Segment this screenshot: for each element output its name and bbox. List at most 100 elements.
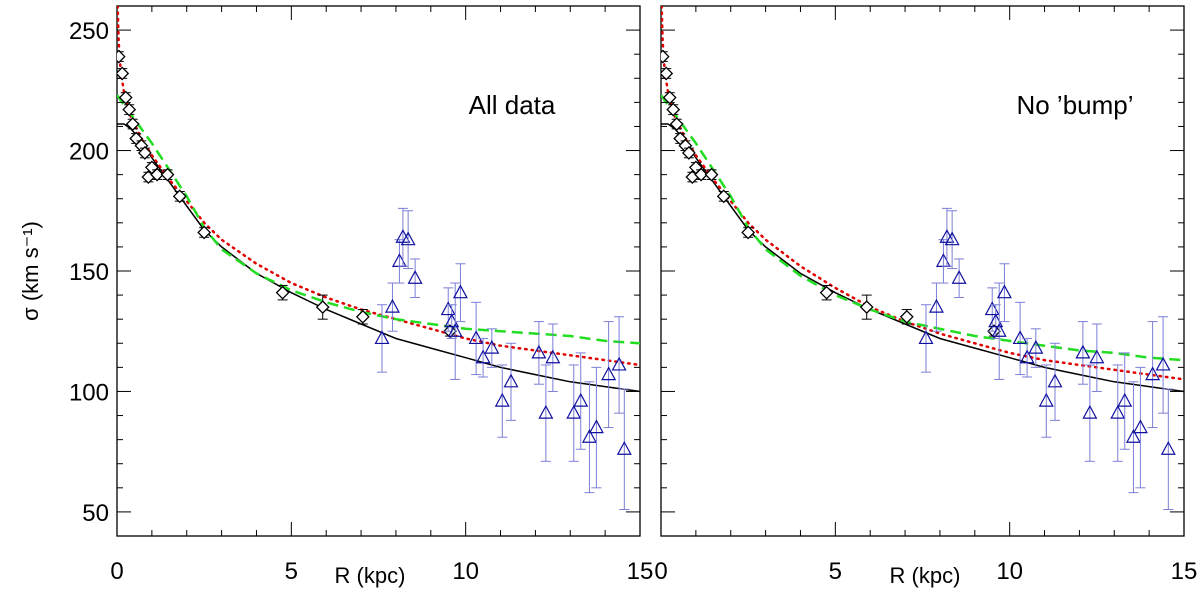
diamond-point [899, 309, 914, 325]
triangle-point [1038, 364, 1054, 438]
triangle-point [384, 282, 400, 332]
triangle-marker [1125, 428, 1141, 443]
diamond-point [150, 167, 165, 182]
x-tick-label: 5 [829, 558, 842, 585]
triangle-point [573, 352, 589, 450]
y-tick-label: 100 [69, 379, 109, 406]
triangle-point [951, 258, 967, 298]
model-curve-solid [117, 123, 640, 393]
triangle-marker [1075, 344, 1091, 359]
triangle-point [944, 210, 960, 270]
diamond-marker [125, 117, 140, 131]
triangle-marker [566, 404, 582, 419]
triangle-point [1155, 316, 1171, 414]
triangle-marker [468, 330, 484, 345]
triangle-marker [991, 322, 1007, 337]
triangle-marker [588, 419, 604, 434]
triangle-point [440, 287, 456, 332]
triangle-marker [475, 349, 491, 364]
triangle-marker [1110, 404, 1126, 419]
triangle-point [601, 321, 617, 429]
diamond-marker [859, 300, 874, 315]
x-axis-title: R (kpc) [890, 563, 961, 588]
triangle-point [484, 328, 500, 368]
triangle-marker [996, 284, 1012, 299]
diamond-point [669, 117, 684, 131]
panel-all-data: 0 5 10 15 50 100 150 200 250 R (kpc) All data [69, 5, 653, 588]
triangle-point [1117, 352, 1133, 450]
panel-label: All data [469, 90, 556, 120]
triangle-marker [918, 330, 934, 345]
triangle-marker [1145, 366, 1161, 381]
diamond-marker [122, 102, 137, 117]
triangle-marker [452, 284, 468, 299]
triangle-point [1047, 342, 1063, 421]
triangle-point [538, 364, 554, 462]
triangle-point [1160, 388, 1176, 510]
diamond-marker [716, 189, 731, 204]
diamond-marker [661, 66, 674, 81]
x-tick-label: 10 [996, 558, 1023, 585]
diamond-marker [150, 167, 165, 182]
diamond-marker [197, 225, 212, 240]
triangle-marker [407, 269, 423, 284]
y-axis-title: σ (km s⁻¹) [18, 221, 43, 321]
diamond-point [819, 284, 834, 301]
diamond-point [275, 284, 290, 301]
triangle-point [1082, 364, 1098, 462]
x-tick-label: 5 [285, 558, 298, 585]
diamond-marker [355, 309, 370, 324]
triangle-marker [484, 339, 500, 354]
triangle-marker [384, 298, 400, 313]
triangle-point [494, 364, 510, 438]
triangle-point [581, 381, 597, 494]
triangle-point [616, 388, 632, 510]
panel-no-bump: 0 5 10 15 R (kpc) No ’bump’ [654, 5, 1198, 588]
diamond-marker [275, 285, 290, 300]
triangle-marker [1132, 419, 1148, 434]
diamond-marker [137, 146, 152, 160]
diamond-marker [160, 167, 175, 182]
triangle-point [407, 258, 423, 298]
triangle-point [991, 282, 1007, 380]
diamond-marker [741, 225, 756, 240]
diamond-marker [172, 189, 187, 204]
triangle-point [588, 366, 604, 489]
triangle-marker [1155, 356, 1171, 371]
triangle-marker [616, 441, 632, 455]
y-tick-label: 50 [82, 500, 109, 527]
triangle-marker [1028, 339, 1044, 354]
model-curve-dotted [117, 6, 640, 367]
triangle-point [1132, 366, 1148, 489]
triangle-marker [1082, 404, 1098, 419]
triangle-marker [573, 392, 589, 407]
diamond-point [694, 167, 709, 182]
diamond-marker [315, 300, 330, 315]
y-tick-label: 200 [69, 139, 109, 166]
x-tick-label: 15 [1171, 558, 1198, 585]
diamond-marker [666, 102, 681, 117]
triangle-marker [928, 298, 944, 313]
panel-label: No ’bump’ [1016, 90, 1133, 120]
diamond-point [137, 146, 152, 160]
triangle-marker [494, 392, 510, 407]
triangle-marker [1089, 349, 1105, 364]
diamond-marker [662, 90, 677, 105]
triangle-point [400, 210, 416, 270]
triangle-marker [538, 404, 554, 419]
diamond-point [118, 90, 133, 105]
diamond-marker [819, 285, 834, 300]
x-axis-title: R (kpc) [335, 563, 406, 588]
x-tick-label: 10 [452, 558, 479, 585]
triangle-point [996, 263, 1012, 323]
model-curve-dashed [661, 94, 1184, 362]
diamond-point [172, 189, 187, 204]
plot-area [661, 6, 1184, 510]
triangle-point [1075, 321, 1091, 385]
triangle-marker [545, 349, 561, 364]
diamond-point [117, 49, 126, 64]
x-tick-label: 0 [654, 558, 667, 585]
triangle-point [1028, 328, 1044, 368]
triangle-marker [601, 366, 617, 381]
diamond-point [704, 167, 719, 182]
